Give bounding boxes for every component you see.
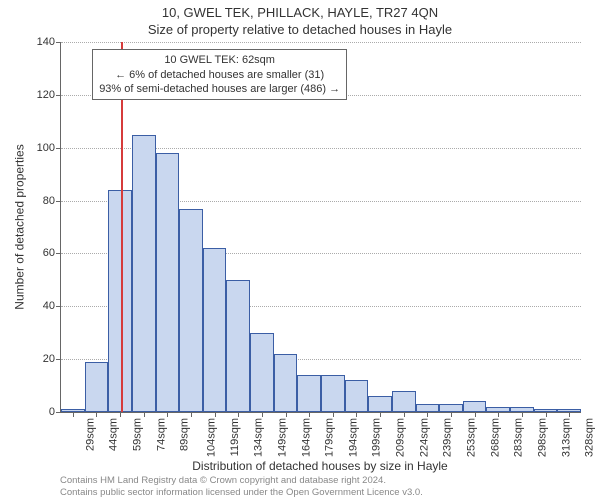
annotation-line: 10 GWEL TEK: 62sqm [99,53,340,67]
y-axis-title: Number of detached properties [12,42,27,412]
y-tick-label: 100 [37,142,61,154]
y-tick-label: 20 [43,353,61,365]
x-tick-label: 59sqm [130,418,144,451]
chart-container: 10, GWEL TEK, PHILLACK, HAYLE, TR27 4QN … [0,0,600,500]
x-tick-mark [569,412,570,417]
x-tick-label: 164sqm [298,418,312,457]
x-tick-label: 119sqm [227,418,241,456]
x-tick-mark [144,412,145,417]
x-tick-mark [451,412,452,417]
x-tick-mark [546,412,547,417]
x-tick-label: 194sqm [345,418,359,457]
histogram-bar [250,333,274,412]
x-tick-mark [309,412,310,417]
x-tick-mark [333,412,334,417]
x-tick-mark [262,412,263,417]
histogram-bar [345,380,369,412]
x-tick-mark [238,412,239,417]
x-tick-mark [286,412,287,417]
x-tick-label: 298sqm [534,418,548,457]
histogram-bar [132,135,156,413]
y-tick-label: 60 [43,247,61,259]
x-tick-mark [475,412,476,417]
x-tick-label: 283sqm [511,418,525,457]
attribution-line2: Contains public sector information licen… [60,487,590,498]
gridline [61,42,581,43]
attribution-line1: Contains HM Land Registry data © Crown c… [60,475,590,486]
histogram-bar [392,391,416,412]
annotation-line: ← 6% of detached houses are smaller (31) [99,68,340,82]
histogram-bar [439,404,463,412]
histogram-bar [179,209,203,413]
histogram-bar [274,354,298,412]
y-tick-label: 140 [37,36,61,48]
x-tick-label: 328sqm [582,418,596,457]
y-tick-label: 80 [43,195,61,207]
x-tick-mark [356,412,357,417]
chart-title-address: 10, GWEL TEK, PHILLACK, HAYLE, TR27 4QN [0,5,600,20]
histogram-bar [226,280,250,412]
x-tick-label: 74sqm [153,418,167,451]
x-tick-label: 224sqm [416,418,430,457]
x-tick-mark [73,412,74,417]
x-axis-title: Distribution of detached houses by size … [60,459,580,473]
x-tick-label: 209sqm [393,418,407,457]
y-tick-label: 120 [37,89,61,101]
x-tick-mark [167,412,168,417]
x-tick-label: 239sqm [440,418,454,457]
x-tick-label: 149sqm [274,418,288,457]
x-tick-label: 29sqm [82,418,96,451]
y-tick-label: 0 [49,406,61,418]
x-tick-mark [404,412,405,417]
x-tick-label: 134sqm [251,418,265,457]
x-tick-label: 199sqm [369,418,383,457]
x-tick-label: 179sqm [322,418,336,457]
plot-area: 02040608010012014029sqm44sqm59sqm74sqm89… [60,42,581,413]
histogram-bar [85,362,109,412]
x-tick-mark [427,412,428,417]
x-tick-label: 89sqm [177,418,191,451]
x-tick-mark [191,412,192,417]
histogram-bar [297,375,321,412]
attribution-text: Contains HM Land Registry data © Crown c… [60,475,590,498]
x-tick-mark [96,412,97,417]
x-tick-mark [215,412,216,417]
histogram-bar [321,375,345,412]
x-tick-label: 253sqm [464,418,478,457]
x-tick-label: 268sqm [487,418,501,457]
x-tick-label: 313sqm [558,418,572,457]
x-tick-mark [120,412,121,417]
histogram-bar [368,396,392,412]
x-tick-label: 104sqm [204,418,218,457]
histogram-bar [156,153,180,412]
histogram-bar [416,404,440,412]
chart-title-sub: Size of property relative to detached ho… [0,22,600,37]
x-tick-mark [522,412,523,417]
x-tick-mark [498,412,499,417]
x-tick-mark [380,412,381,417]
histogram-bar [463,401,487,412]
annotation-line: 93% of semi-detached houses are larger (… [99,82,340,96]
y-tick-label: 40 [43,300,61,312]
x-tick-label: 44sqm [106,418,120,451]
histogram-bar [203,248,227,412]
annotation-box: 10 GWEL TEK: 62sqm← 6% of detached house… [92,49,347,100]
